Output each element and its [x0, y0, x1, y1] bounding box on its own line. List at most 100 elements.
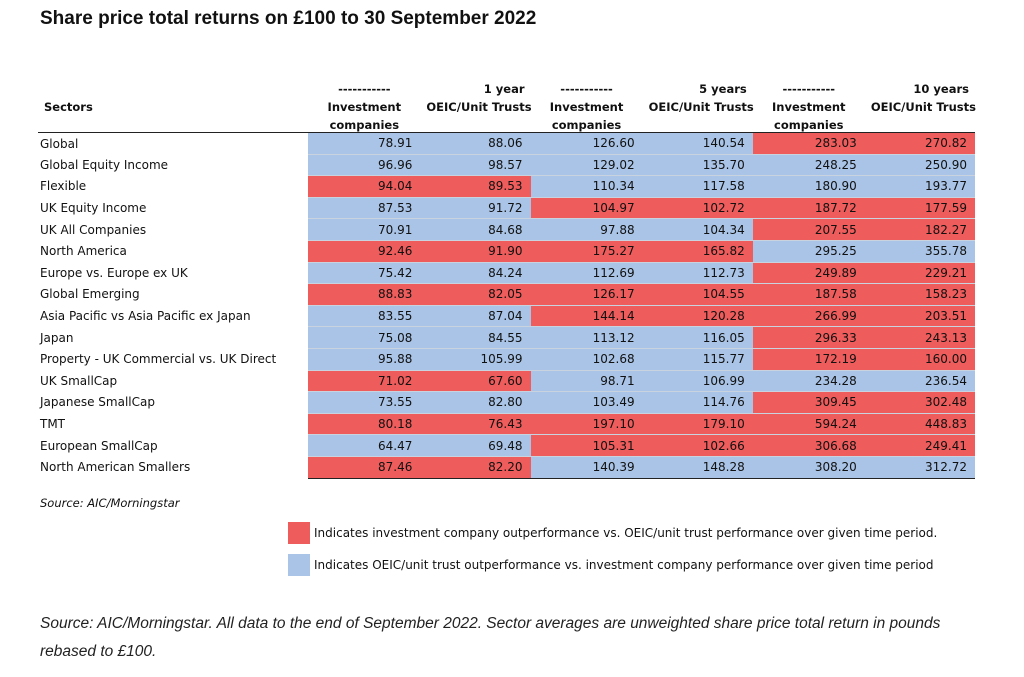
value-cell: 102.68 — [530, 347, 643, 371]
footnote: Source: AIC/Morningstar. All data to the… — [40, 615, 941, 660]
table-row: North America 92.46 91.90 175.27 165.82 295.2… — [38, 239, 975, 263]
value-cell: 148.28 — [642, 455, 753, 479]
header-companies: companies — [774, 118, 844, 132]
sector-name: Asia Pacific vs Asia Pacific ex Japan — [40, 309, 251, 324]
value-cell: 197.10 — [530, 412, 643, 435]
header-dashes: ----------- — [338, 82, 391, 96]
value-cell: 249.89 — [752, 261, 865, 284]
value-cell: 95.88 — [308, 347, 421, 371]
value-cell: 70.91 — [308, 218, 421, 241]
value-cell: 193.77 — [864, 175, 975, 198]
value-cell: 160.00 — [864, 347, 975, 371]
value-cell: 115.77 — [642, 347, 753, 371]
value-cell: 126.60 — [530, 132, 643, 155]
value-cell: 84.68 — [420, 218, 531, 241]
sector-name: UK Equity Income — [40, 201, 147, 216]
value-cell: 296.33 — [752, 326, 865, 349]
value-cell: 306.68 — [752, 434, 865, 457]
header-period-10-years: 10 years — [913, 82, 969, 96]
table-row: North American Smallers 87.46 82.20 140.39 1… — [38, 455, 975, 479]
table-body: Global 78.91 88.06 126.60 140.54 283.03 270.82… — [38, 132, 975, 479]
header-spacer — [865, 114, 975, 133]
sector-name: Japanese SmallCap — [40, 395, 155, 410]
value-cell: 67.60 — [420, 369, 531, 392]
value-cell: 270.82 — [864, 132, 975, 155]
header-period-5-years: 5 years — [699, 82, 747, 96]
value-cell: 129.02 — [530, 153, 643, 176]
value-cell: 89.53 — [420, 175, 531, 198]
value-cell: 82.80 — [420, 391, 531, 414]
value-cell: 87.53 — [308, 196, 421, 219]
value-cell: 71.02 — [308, 369, 421, 392]
value-cell: 75.42 — [308, 261, 421, 284]
value-cell: 104.97 — [530, 196, 643, 219]
legend-item-investment-outperformance: Indicates investment company outperforma… — [288, 521, 937, 545]
value-cell: 355.78 — [864, 239, 975, 263]
sector-name: Flexible — [40, 179, 87, 194]
value-cell: 116.05 — [642, 326, 753, 349]
value-cell: 106.99 — [642, 369, 753, 392]
sector-name: UK All Companies — [40, 222, 147, 237]
value-cell: 104.55 — [642, 283, 753, 306]
value-cell: 78.91 — [308, 132, 421, 155]
page-title: Share price total returns on £100 to 30 … — [40, 8, 537, 29]
sector-name: Japan — [40, 330, 74, 345]
header-oeic: OEIC/Unit Trusts — [426, 100, 532, 114]
sector-name: Europe vs. Europe ex UK — [40, 265, 188, 280]
value-cell: 140.39 — [530, 455, 643, 479]
value-cell: 266.99 — [752, 304, 865, 327]
header-companies: companies — [551, 118, 622, 132]
table-row: Asia Pacific vs Asia Pacific ex Japan 83.… — [38, 304, 975, 327]
value-cell: 158.23 — [864, 283, 975, 306]
value-cell: 110.34 — [530, 175, 643, 198]
value-cell: 234.28 — [752, 369, 865, 392]
header-spacer — [643, 114, 753, 133]
table-row: European SmallCap 64.47 69.48 105.31 102.66 3… — [38, 434, 975, 457]
value-cell: 96.96 — [308, 153, 421, 176]
table-row: UK Equity Income 87.53 91.72 104.97 102.72 18… — [38, 196, 975, 219]
sector-name: Global Equity Income — [40, 157, 169, 172]
value-cell: 135.70 — [642, 153, 753, 176]
header-sectors: Sectors — [44, 100, 93, 114]
header-dashes: ----------- — [782, 82, 836, 96]
value-cell: 83.55 — [308, 304, 421, 327]
value-cell: 88.83 — [308, 283, 421, 306]
value-cell: 73.55 — [308, 391, 421, 414]
value-cell: 144.14 — [530, 304, 643, 327]
value-cell: 182.27 — [864, 218, 975, 241]
value-cell: 112.69 — [530, 261, 643, 284]
value-cell: 175.27 — [530, 239, 643, 263]
value-cell: 104.34 — [642, 218, 753, 241]
value-cell: 102.72 — [642, 196, 753, 219]
value-cell: 98.57 — [420, 153, 531, 176]
value-cell: 594.24 — [752, 412, 865, 435]
sector-name: TMT — [40, 417, 66, 432]
value-cell: 113.12 — [530, 326, 643, 349]
value-cell: 80.18 — [308, 412, 421, 435]
header-oeic: OEIC/Unit Trusts — [870, 100, 976, 114]
value-cell: 102.66 — [642, 434, 753, 457]
value-cell: 87.04 — [420, 304, 531, 327]
sector-name: North America — [40, 244, 127, 259]
value-cell: 309.45 — [752, 391, 865, 414]
value-cell: 84.55 — [420, 326, 531, 349]
value-cell: 243.13 — [864, 326, 975, 349]
source-note: Source: AIC/Morningstar — [40, 496, 180, 510]
value-cell: 295.25 — [752, 239, 865, 263]
value-cell: 91.90 — [420, 239, 531, 263]
table-row: Flexible 94.04 89.53 110.34 117.58 180.90 193.… — [38, 175, 975, 198]
header-investment: Investment — [771, 100, 846, 114]
table-row: Global 78.91 88.06 126.60 140.54 283.03 270.82 — [38, 132, 975, 155]
header-companies: companies — [329, 118, 400, 132]
table-row: Property - UK Commercial vs. UK Direct 95… — [38, 347, 975, 371]
value-cell: 187.58 — [752, 283, 865, 306]
table-row: Japanese SmallCap 73.55 82.80 103.49 114.76 3… — [38, 391, 975, 414]
value-cell: 114.76 — [642, 391, 753, 414]
value-cell: 249.41 — [864, 434, 975, 457]
value-cell: 64.47 — [308, 434, 421, 457]
header-investment: Investment — [549, 100, 624, 114]
value-cell: 88.06 — [420, 132, 531, 155]
value-cell: 82.05 — [420, 283, 531, 306]
header-spacer — [38, 78, 308, 96]
value-cell: 112.73 — [642, 261, 753, 284]
